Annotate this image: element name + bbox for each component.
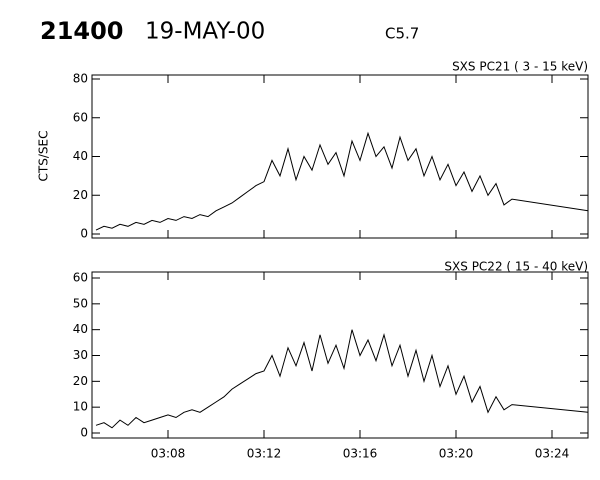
flare-class: C5.7	[385, 25, 419, 43]
y-tick-label: 20	[73, 188, 88, 202]
y-tick-label: 40	[73, 149, 88, 163]
y-tick-label: 0	[80, 426, 88, 440]
event-date: 19-MAY-00	[145, 19, 265, 45]
panel-title: SXS PC22 ( 15 - 40 keV)	[444, 260, 588, 274]
y-axis-label: CTS/SEC	[37, 131, 51, 182]
x-tick-label: 03:08	[151, 447, 186, 461]
x-tick-label: 03:24	[535, 447, 570, 461]
y-tick-label: 0	[80, 227, 88, 241]
x-tick-label: 03:20	[439, 447, 474, 461]
event-id: 21400	[40, 17, 124, 45]
y-tick-label: 50	[73, 296, 88, 310]
x-tick-label: 03:16	[343, 447, 378, 461]
plot-frame	[91, 271, 589, 439]
y-tick-label: 40	[73, 322, 88, 336]
x-tick-label: 03:12	[247, 447, 282, 461]
y-tick-label: 30	[73, 348, 88, 362]
y-tick-label: 10	[73, 400, 88, 414]
data-line	[95, 131, 589, 231]
panel-title: SXS PC21 ( 3 - 15 keV)	[452, 60, 588, 74]
data-line	[95, 329, 589, 429]
y-tick-label: 60	[73, 271, 88, 285]
y-tick-label: 60	[73, 110, 88, 124]
y-tick-label: 80	[73, 72, 88, 86]
plot-frame	[91, 74, 589, 239]
y-tick-label: 20	[73, 374, 88, 388]
